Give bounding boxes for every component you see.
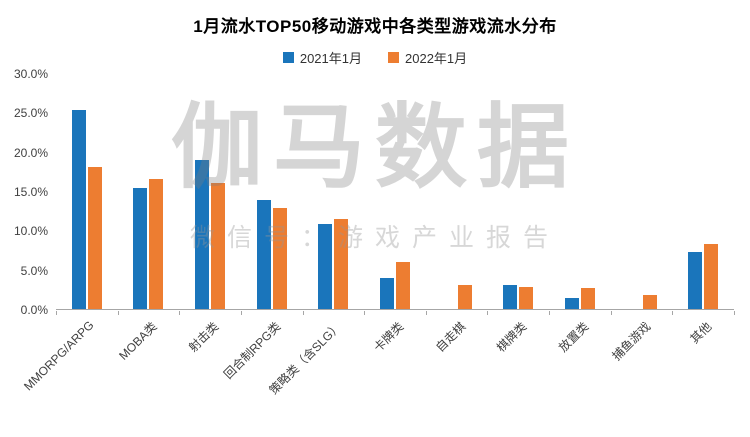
axis-tick — [241, 311, 242, 315]
chart-title: 1月流水TOP50移动游戏中各类型游戏流水分布 — [193, 17, 557, 36]
y-axis-label: 0.0% — [20, 303, 48, 317]
bar-group — [611, 74, 673, 309]
bar-group — [179, 74, 241, 309]
bar — [519, 287, 534, 309]
axis-tick — [179, 311, 180, 315]
bar — [564, 298, 579, 309]
x-axis-label: MMORPG/ARPG — [21, 318, 97, 394]
axis-tick — [672, 311, 673, 315]
legend-swatch-icon — [388, 52, 399, 63]
bar-group — [241, 74, 303, 309]
legend-item: 2021年1月 — [282, 48, 362, 67]
y-axis: 0.0% 5.0% 10.0% 15.0% 20.0% 25.0% 30.0% — [0, 67, 56, 317]
bar-group — [426, 74, 488, 309]
bar — [642, 295, 657, 309]
legend: 2021年1月 2022年1月 — [0, 48, 750, 67]
bar-group — [672, 74, 734, 309]
y-axis-label: 30.0% — [13, 67, 48, 81]
x-axis-label: 棋牌类 — [494, 319, 530, 355]
legend-label: 2022年1月 — [405, 51, 468, 66]
bar-group — [364, 74, 426, 309]
bar — [334, 219, 349, 309]
axis-tick — [611, 311, 612, 315]
axis-tick — [364, 311, 365, 315]
y-axis-label: 10.0% — [13, 224, 48, 239]
bar-group — [487, 74, 549, 309]
bar-plot — [56, 74, 734, 310]
bar — [133, 188, 148, 309]
x-axis-label: 自走棋 — [432, 319, 468, 355]
bar — [272, 208, 287, 309]
bar — [457, 285, 472, 309]
bar — [688, 252, 703, 309]
axis-tick — [549, 311, 550, 315]
bar-group — [549, 74, 611, 309]
bar — [503, 285, 518, 309]
axis-tick — [734, 311, 735, 315]
bar — [396, 262, 411, 309]
axis-tick — [303, 311, 304, 315]
x-axis-label: 射击类 — [186, 319, 222, 355]
x-axis-label: 放置类 — [555, 319, 592, 355]
bar — [195, 160, 210, 309]
y-axis-label: 25.0% — [13, 106, 48, 121]
x-axis-label: 回合制RPG类 — [220, 319, 284, 382]
legend-label: 2021年1月 — [299, 51, 362, 66]
bar — [211, 183, 226, 309]
y-axis-label: 20.0% — [13, 145, 48, 160]
axis-tick — [487, 311, 488, 315]
bar — [256, 200, 271, 309]
axis-tick — [56, 311, 57, 315]
legend-item: 2022年1月 — [388, 48, 467, 67]
axis-tick — [118, 311, 119, 315]
bar — [380, 278, 395, 309]
x-axis-label: 卡牌类 — [370, 319, 407, 355]
bar-group — [56, 74, 118, 309]
bar-group — [118, 74, 180, 309]
bar — [318, 224, 333, 309]
bar — [580, 288, 595, 309]
axis-tick — [426, 311, 427, 315]
x-axis-label: 捕鱼游戏 — [609, 319, 653, 364]
bar — [87, 167, 102, 309]
bar — [149, 179, 164, 309]
x-axis-label: MOBA类 — [116, 319, 160, 363]
y-axis-label: 5.0% — [20, 263, 48, 278]
x-axis-label: 其他 — [687, 319, 715, 347]
y-axis-label: 15.0% — [13, 185, 48, 199]
x-axis: MMORPG/ARPG MOBA类 射击类 回合制RPG类 策略类（含SLG） 卡牌类 自走… — [21, 311, 735, 433]
bar — [71, 110, 86, 309]
bar-group — [303, 74, 365, 309]
bar — [704, 244, 719, 309]
legend-swatch-icon — [282, 52, 294, 63]
